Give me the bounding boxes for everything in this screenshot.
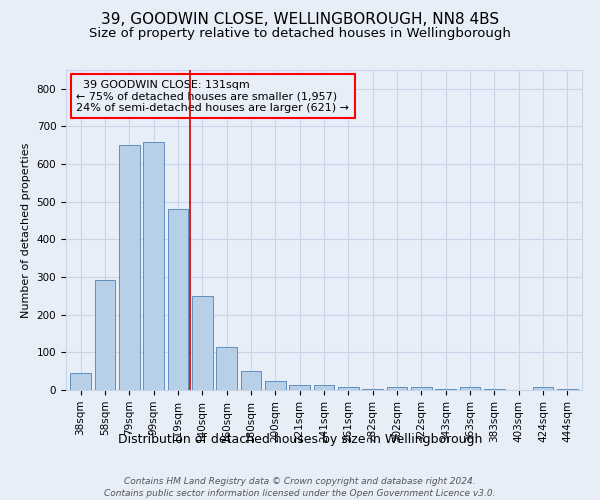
Text: Contains public sector information licensed under the Open Government Licence v3: Contains public sector information licen…: [104, 489, 496, 498]
Text: Contains HM Land Registry data © Crown copyright and database right 2024.: Contains HM Land Registry data © Crown c…: [124, 478, 476, 486]
Bar: [119, 146, 140, 390]
Bar: [95, 280, 115, 390]
Text: Distribution of detached houses by size in Wellingborough: Distribution of detached houses by size …: [118, 432, 482, 446]
Text: Size of property relative to detached houses in Wellingborough: Size of property relative to detached ho…: [89, 28, 511, 40]
Bar: [167, 210, 188, 390]
Bar: [460, 387, 481, 390]
Bar: [386, 387, 407, 390]
Bar: [216, 348, 237, 390]
Bar: [362, 389, 383, 390]
Bar: [192, 296, 212, 390]
Bar: [533, 387, 553, 390]
Bar: [241, 371, 262, 390]
Text: 39 GOODWIN CLOSE: 131sqm
← 75% of detached houses are smaller (1,957)
24% of sem: 39 GOODWIN CLOSE: 131sqm ← 75% of detach…: [76, 80, 349, 113]
Bar: [143, 142, 164, 390]
Bar: [436, 389, 456, 390]
Bar: [314, 384, 334, 390]
Bar: [338, 387, 359, 390]
Bar: [484, 389, 505, 390]
Bar: [289, 384, 310, 390]
Bar: [70, 373, 91, 390]
Bar: [411, 387, 432, 390]
Bar: [557, 389, 578, 390]
Text: 39, GOODWIN CLOSE, WELLINGBOROUGH, NN8 4BS: 39, GOODWIN CLOSE, WELLINGBOROUGH, NN8 4…: [101, 12, 499, 28]
Y-axis label: Number of detached properties: Number of detached properties: [21, 142, 31, 318]
Bar: [265, 380, 286, 390]
